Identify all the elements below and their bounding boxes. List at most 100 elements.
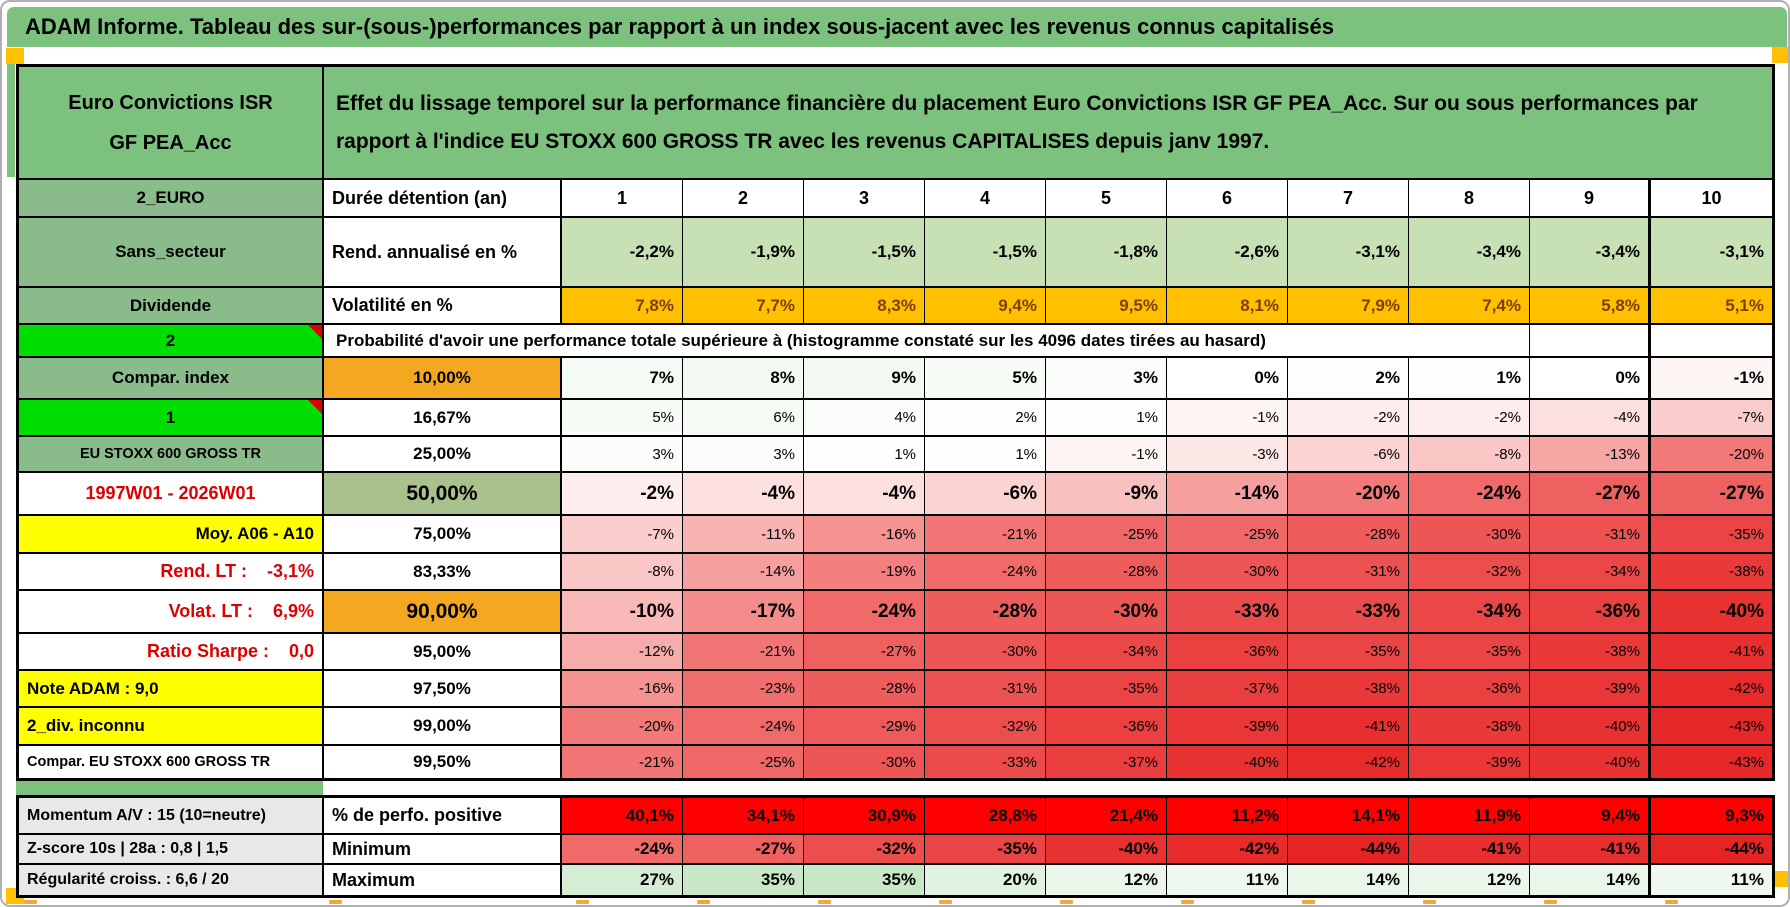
value-cell[interactable]: 35% <box>804 865 925 895</box>
value-cell[interactable]: 5% <box>562 400 683 435</box>
value-cell[interactable]: -25% <box>1046 516 1167 552</box>
value-cell[interactable]: -24% <box>925 554 1046 589</box>
value-cell[interactable]: -16% <box>562 671 683 706</box>
value-cell[interactable]: 28,8% <box>925 798 1046 833</box>
value-cell[interactable]: -43% <box>1651 746 1772 778</box>
value-cell[interactable]: 40,1% <box>562 798 683 833</box>
value-cell[interactable]: -27% <box>1530 473 1651 514</box>
value-cell[interactable]: 30,9% <box>804 798 925 833</box>
value-cell[interactable]: -39% <box>1530 671 1651 706</box>
row-label[interactable]: Régularité croiss. : 6,6 / 20 <box>19 865 324 895</box>
row-label[interactable]: Rend. LT : -3,1% <box>19 554 324 589</box>
value-cell[interactable]: 3% <box>562 437 683 471</box>
row-label[interactable]: Moy. A06 - A10 <box>19 516 324 552</box>
value-cell[interactable]: -21% <box>925 516 1046 552</box>
product-name-cell[interactable]: Euro Convictions ISR GF PEA_Acc <box>19 67 324 178</box>
value-cell[interactable]: -23% <box>683 671 804 706</box>
corner-label-cell[interactable]: 2_EURO <box>19 180 324 216</box>
row-label[interactable]: Volat. LT : 6,9% <box>19 591 324 632</box>
metric-name-cell[interactable]: Rend. annualisé en % <box>324 218 562 286</box>
value-cell[interactable]: -41% <box>1651 634 1772 669</box>
value-cell[interactable]: -24% <box>1409 473 1530 514</box>
value-cell[interactable]: -44% <box>1651 835 1772 863</box>
value-cell[interactable]: 9% <box>804 358 925 398</box>
value-cell[interactable]: 3% <box>683 437 804 471</box>
value-cell[interactable]: -1,9% <box>683 218 804 286</box>
value-cell[interactable]: -41% <box>1409 835 1530 863</box>
value-cell[interactable]: -38% <box>1288 671 1409 706</box>
value-cell[interactable]: -13% <box>1530 437 1651 471</box>
year-header-cell[interactable]: 4 <box>925 180 1046 216</box>
value-cell[interactable]: -33% <box>1288 591 1409 632</box>
threshold-cell[interactable]: 16,67% <box>324 400 562 435</box>
corner-label-cell[interactable]: 2 <box>19 325 324 356</box>
value-cell[interactable]: -29% <box>804 708 925 744</box>
year-header-cell[interactable]: 9 <box>1530 180 1651 216</box>
value-cell[interactable]: -34% <box>1409 591 1530 632</box>
threshold-cell[interactable]: 99,00% <box>324 708 562 744</box>
value-cell[interactable]: -3,4% <box>1409 218 1530 286</box>
value-cell[interactable]: -21% <box>562 746 683 778</box>
value-cell[interactable]: 7,4% <box>1409 288 1530 323</box>
value-cell[interactable]: 11% <box>1167 865 1288 895</box>
value-cell[interactable]: -34% <box>1046 634 1167 669</box>
value-cell[interactable]: 14% <box>1530 865 1651 895</box>
value-cell[interactable]: 1% <box>1409 358 1530 398</box>
value-cell[interactable]: -42% <box>1651 671 1772 706</box>
value-cell[interactable]: 1% <box>804 437 925 471</box>
value-cell[interactable]: -40% <box>1530 708 1651 744</box>
value-cell[interactable]: -30% <box>1167 554 1288 589</box>
value-cell[interactable]: -25% <box>683 746 804 778</box>
value-cell[interactable]: -6% <box>1288 437 1409 471</box>
value-cell[interactable]: 14% <box>1288 865 1409 895</box>
value-cell[interactable]: -28% <box>1046 554 1167 589</box>
value-cell[interactable]: -21% <box>683 634 804 669</box>
value-cell[interactable]: 3% <box>1046 358 1167 398</box>
duration-label-cell[interactable]: Durée détention (an) <box>324 180 562 216</box>
value-cell[interactable]: -42% <box>1167 835 1288 863</box>
value-cell[interactable]: 6% <box>683 400 804 435</box>
value-cell[interactable]: -31% <box>1530 516 1651 552</box>
value-cell[interactable]: 1% <box>1046 400 1167 435</box>
value-cell[interactable]: 27% <box>562 865 683 895</box>
value-cell[interactable]: -3,1% <box>1651 218 1772 286</box>
value-cell[interactable]: -43% <box>1651 708 1772 744</box>
value-cell[interactable]: -24% <box>804 591 925 632</box>
value-cell[interactable]: 9,3% <box>1651 798 1772 833</box>
value-cell[interactable]: -12% <box>562 634 683 669</box>
row-label[interactable]: 1997W01 - 2026W01 <box>19 473 324 514</box>
value-cell[interactable]: 9,4% <box>925 288 1046 323</box>
value-cell[interactable]: -35% <box>1046 671 1167 706</box>
value-cell[interactable]: -36% <box>1409 671 1530 706</box>
year-header-cell[interactable]: 8 <box>1409 180 1530 216</box>
value-cell[interactable]: -31% <box>925 671 1046 706</box>
value-cell[interactable]: -44% <box>1288 835 1409 863</box>
value-cell[interactable]: -20% <box>562 708 683 744</box>
value-cell[interactable]: -36% <box>1530 591 1651 632</box>
value-cell[interactable]: 20% <box>925 865 1046 895</box>
value-cell[interactable]: -1% <box>1651 358 1772 398</box>
threshold-cell[interactable]: 95,00% <box>324 634 562 669</box>
value-cell[interactable]: 11% <box>1651 865 1772 895</box>
value-cell[interactable]: -42% <box>1288 746 1409 778</box>
value-cell[interactable]: -1,5% <box>925 218 1046 286</box>
row-label[interactable]: Note ADAM : 9,0 <box>19 671 324 706</box>
stat-name-cell[interactable]: Maximum <box>324 865 562 895</box>
stat-name-cell[interactable]: % de perfo. positive <box>324 798 562 833</box>
value-cell[interactable]: 7,8% <box>562 288 683 323</box>
value-cell[interactable]: -40% <box>1167 746 1288 778</box>
value-cell[interactable]: -25% <box>1167 516 1288 552</box>
value-cell[interactable]: -3,4% <box>1530 218 1651 286</box>
value-cell[interactable]: -28% <box>1288 516 1409 552</box>
value-cell[interactable]: -41% <box>1530 835 1651 863</box>
value-cell[interactable]: -9% <box>1046 473 1167 514</box>
value-cell[interactable]: 7% <box>562 358 683 398</box>
value-cell[interactable]: -38% <box>1530 634 1651 669</box>
threshold-cell[interactable]: 97,50% <box>324 671 562 706</box>
value-cell[interactable]: -32% <box>925 708 1046 744</box>
value-cell[interactable]: 11,9% <box>1409 798 1530 833</box>
value-cell[interactable]: -30% <box>925 634 1046 669</box>
value-cell[interactable]: -2,6% <box>1167 218 1288 286</box>
value-cell[interactable]: 7,9% <box>1288 288 1409 323</box>
value-cell[interactable]: -33% <box>1167 591 1288 632</box>
